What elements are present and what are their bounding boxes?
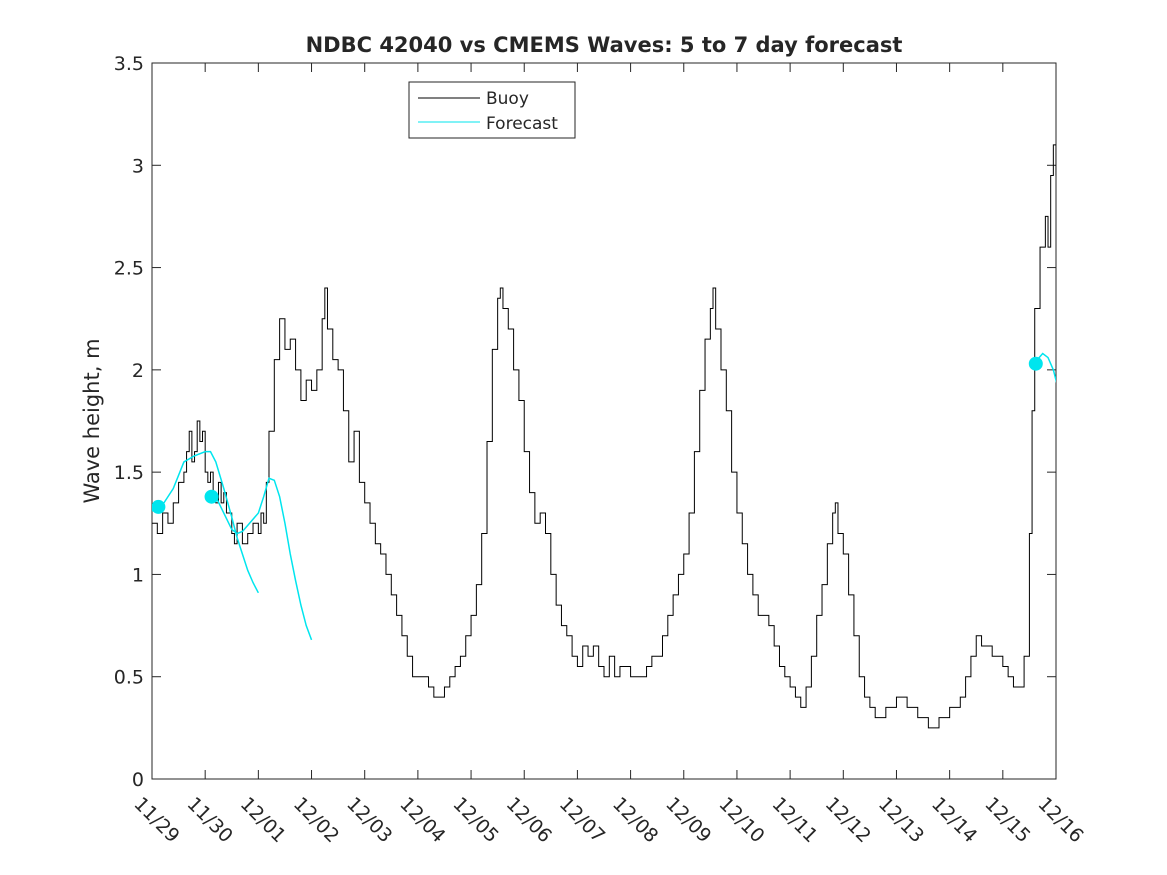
- y-axis: 0 0.5 1 1.5 2 2.5 3 3.5: [114, 53, 1056, 791]
- y-tick-label: 3: [132, 155, 144, 177]
- y-tick-label: 2: [132, 360, 144, 382]
- y-tick-label: 2.5: [114, 258, 144, 280]
- legend: Buoy Forecast: [408, 81, 576, 139]
- y-tick-label: 0: [132, 769, 144, 791]
- legend-label-forecast: Forecast: [486, 114, 558, 134]
- legend-box: [408, 81, 576, 139]
- plot-clip-group: [152, 144, 1056, 729]
- y-tick-label: 3.5: [114, 53, 144, 75]
- y-tick-label: 1: [132, 564, 144, 586]
- series-line-buoy: [152, 144, 1056, 729]
- series-line-forecast: [152, 450, 260, 594]
- forecast-marker: [1028, 356, 1043, 371]
- series-line-forecast: [207, 477, 313, 641]
- y-tick-label: 0.5: [114, 667, 144, 689]
- y-tick-label: 1.5: [114, 462, 144, 484]
- forecast-marker: [152, 499, 166, 514]
- series-line-forecast: [1031, 352, 1056, 384]
- series-layer: [152, 144, 1056, 729]
- chart-title: NDBC 42040 vs CMEMS Waves: 5 to 7 day fo…: [306, 33, 903, 57]
- y-axis-label: Wave height, m: [80, 338, 104, 503]
- forecast-marker: [204, 489, 219, 504]
- legend-label-buoy: Buoy: [486, 89, 529, 109]
- plot-area: [151, 62, 1057, 780]
